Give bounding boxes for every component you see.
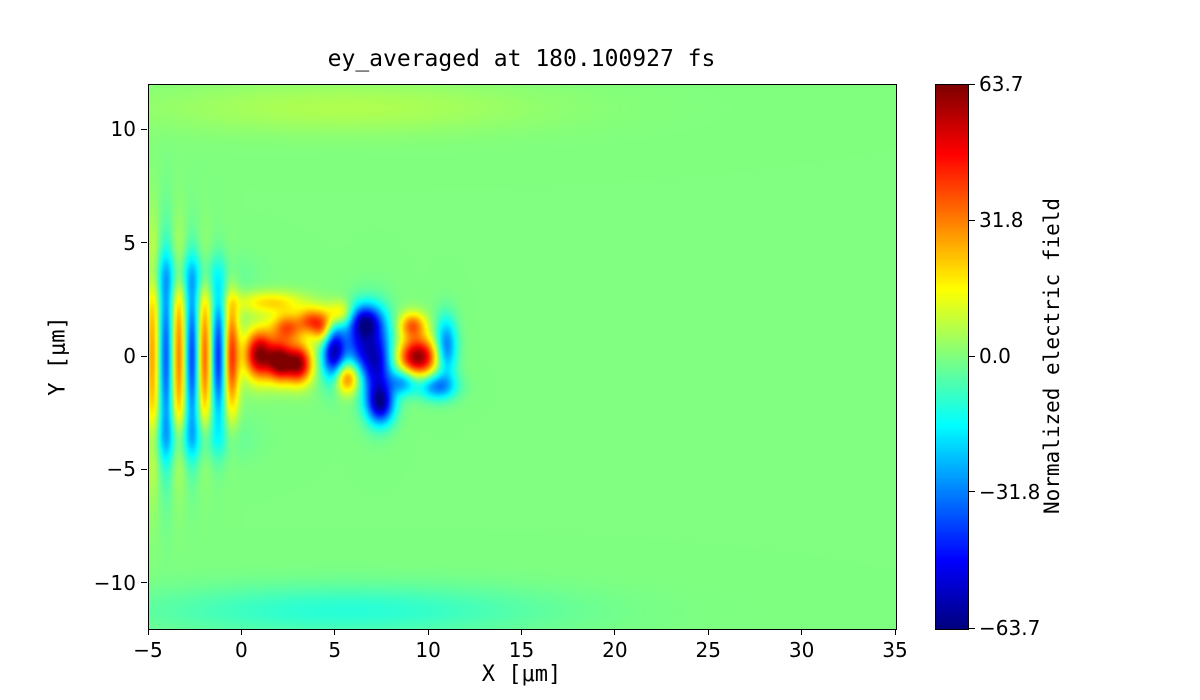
x-tick-label: 20 bbox=[602, 638, 628, 662]
colorbar-tick-label: 31.8 bbox=[979, 208, 1024, 233]
x-tick-mark bbox=[147, 629, 149, 635]
colorbar-tick-mark bbox=[969, 355, 975, 357]
y-tick-mark bbox=[141, 242, 147, 244]
x-tick-mark bbox=[707, 629, 709, 635]
colorbar-tick-mark bbox=[969, 627, 975, 629]
x-axis-label: X [μm] bbox=[481, 662, 562, 687]
x-tick-mark bbox=[894, 629, 896, 635]
x-tick-mark bbox=[334, 629, 336, 635]
colorbar-tick-label: 0.0 bbox=[979, 344, 1011, 368]
colorbar-tick-label: −31.8 bbox=[979, 479, 1041, 504]
colorbar-tick-mark bbox=[969, 219, 975, 221]
y-tick-label: −5 bbox=[106, 457, 136, 482]
colorbar-tick-mark bbox=[969, 491, 975, 493]
x-tick-label: 30 bbox=[788, 638, 815, 662]
y-tick-mark bbox=[141, 582, 147, 584]
x-tick-mark bbox=[801, 629, 803, 635]
x-tick-mark bbox=[521, 629, 522, 635]
y-axis-label: Y [μm] bbox=[45, 316, 71, 396]
x-tick-mark bbox=[427, 629, 429, 635]
plot-title: ey_averaged at 180.100927 fs bbox=[327, 46, 716, 72]
x-tick-label: 10 bbox=[415, 638, 441, 662]
y-tick-mark bbox=[141, 355, 147, 357]
y-tick-mark bbox=[141, 128, 147, 130]
y-tick-label: 5 bbox=[123, 230, 136, 255]
x-tick-mark bbox=[240, 629, 242, 635]
colorbar-label: Normalized electric field bbox=[1040, 197, 1064, 515]
heatmap-canvas bbox=[148, 84, 897, 630]
y-tick-label: 10 bbox=[110, 117, 136, 142]
colorbar-tick-label: −63.7 bbox=[979, 616, 1041, 640]
colorbar bbox=[935, 84, 969, 630]
x-tick-label: −5 bbox=[133, 638, 163, 662]
colorbar-tick-label: 63.7 bbox=[979, 72, 1024, 96]
x-tick-label: 5 bbox=[328, 638, 342, 662]
x-tick-label: 15 bbox=[508, 638, 535, 662]
x-tick-label: 35 bbox=[882, 638, 908, 662]
colorbar-tick-mark bbox=[969, 83, 975, 85]
x-tick-label: 0 bbox=[235, 638, 248, 662]
y-tick-label: 0 bbox=[123, 344, 136, 368]
x-tick-mark bbox=[614, 629, 616, 635]
y-tick-label: −10 bbox=[93, 570, 136, 595]
y-tick-mark bbox=[141, 468, 147, 470]
x-tick-label: 25 bbox=[695, 638, 721, 662]
